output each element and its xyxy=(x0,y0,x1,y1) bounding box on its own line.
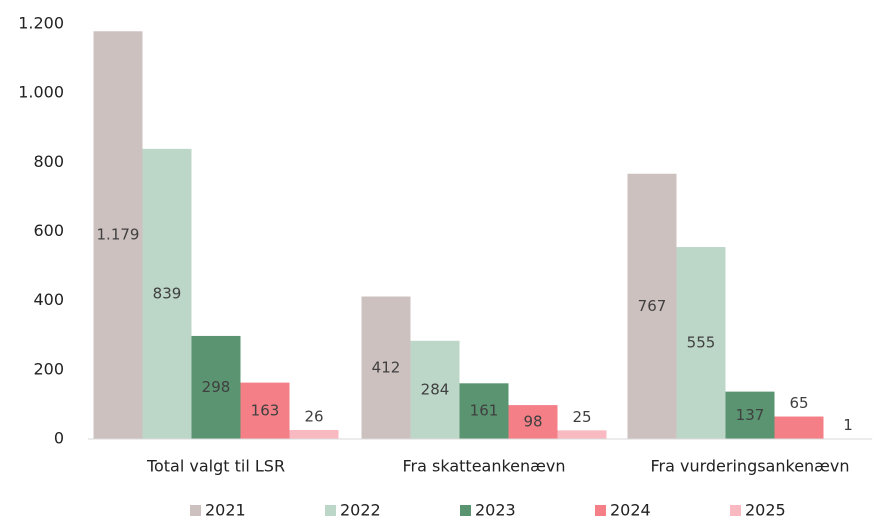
bar xyxy=(191,335,241,439)
bar xyxy=(410,340,460,439)
data-label: 284 xyxy=(421,380,450,398)
legend-label: 2024 xyxy=(610,501,651,519)
legend-label: 2025 xyxy=(745,501,786,519)
data-label: 839 xyxy=(153,284,182,302)
bar xyxy=(361,296,411,439)
bar xyxy=(93,31,143,439)
data-label: 98 xyxy=(523,413,542,431)
data-label: 161 xyxy=(470,402,499,420)
legend-swatch xyxy=(325,505,336,516)
legend-swatch xyxy=(190,505,201,516)
y-tick-label: 200 xyxy=(33,359,64,378)
data-label: 767 xyxy=(638,297,667,315)
bar xyxy=(508,405,558,439)
x-tick-label: Total valgt til LSR xyxy=(146,457,285,476)
bar xyxy=(725,391,775,439)
y-tick-label: 1.200 xyxy=(18,14,64,33)
bar xyxy=(774,416,824,439)
y-tick-label: 800 xyxy=(33,152,64,171)
legend-swatch xyxy=(595,505,606,516)
legend-label: 2021 xyxy=(205,501,246,519)
legend-swatch xyxy=(730,505,741,516)
data-label: 555 xyxy=(687,334,716,352)
y-tick-label: 400 xyxy=(33,290,64,309)
bar xyxy=(557,430,607,439)
y-tick-label: 1.000 xyxy=(18,83,64,102)
bar xyxy=(142,148,192,440)
y-tick-label: 600 xyxy=(33,221,64,240)
bar xyxy=(240,382,290,439)
legend-swatch xyxy=(460,505,471,516)
legend-label: 2023 xyxy=(475,501,516,519)
data-label: 25 xyxy=(572,408,591,426)
data-label: 137 xyxy=(736,406,765,424)
bar xyxy=(627,173,677,439)
data-label: 26 xyxy=(304,408,323,426)
data-label: 298 xyxy=(202,378,231,396)
bar xyxy=(676,247,726,439)
bar xyxy=(289,430,339,439)
bar xyxy=(459,383,509,439)
data-label: 1 xyxy=(843,416,853,434)
x-tick-label: Fra vurderingsankenævn xyxy=(650,457,849,476)
data-label: 412 xyxy=(372,358,401,376)
data-label: 163 xyxy=(251,401,280,419)
legend-label: 2022 xyxy=(340,501,381,519)
data-label: 65 xyxy=(789,394,808,412)
x-tick-label: Fra skatteankenævn xyxy=(403,457,566,476)
y-tick-label: 0 xyxy=(54,429,64,448)
data-label: 1.179 xyxy=(97,226,140,244)
